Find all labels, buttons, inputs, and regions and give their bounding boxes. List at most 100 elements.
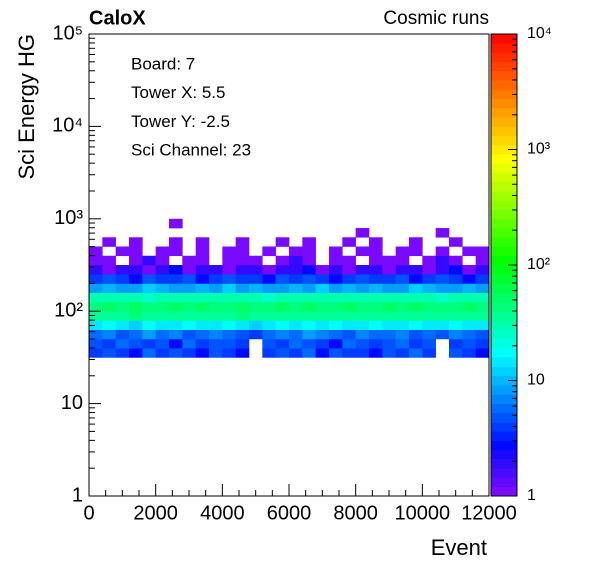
heatmap-cell	[302, 255, 316, 266]
heatmap-cell	[355, 348, 370, 358]
heatmap-cell	[382, 348, 396, 358]
heatmap-cell	[222, 311, 236, 321]
heatmap-cell	[275, 301, 290, 312]
heatmap-cell	[449, 320, 463, 330]
heatmap-cell	[462, 292, 476, 303]
heatmap-cell	[182, 348, 196, 358]
colorbar-band	[491, 255, 517, 266]
heatmap-cell	[155, 301, 170, 312]
heatmap-cell	[369, 338, 383, 349]
heatmap-cell	[235, 292, 250, 303]
heatmap-cell	[209, 283, 223, 294]
heatmap-cell	[422, 311, 436, 321]
heatmap-cell	[315, 292, 330, 303]
heatmap-cell	[369, 246, 383, 257]
colorbar-band	[491, 459, 517, 469]
heatmap-cell	[222, 265, 236, 275]
heatmap-cell	[395, 292, 410, 303]
colorbar-band	[491, 412, 517, 423]
heatmap-cell	[395, 329, 410, 340]
heatmap-cell	[422, 265, 436, 275]
heatmap-cell	[422, 348, 436, 358]
heatmap-cell	[422, 274, 436, 284]
heatmap-cell	[329, 246, 343, 257]
heatmap-cell	[369, 274, 383, 284]
heatmap-cell	[315, 329, 330, 340]
y-tick-label: 10	[61, 392, 83, 414]
heatmap-cell	[449, 283, 463, 294]
heatmap-cell	[355, 311, 370, 321]
heatmap-cell	[382, 311, 396, 321]
heatmap-cell	[262, 265, 276, 275]
heatmap-cell	[289, 283, 303, 294]
heatmap-cell	[369, 292, 383, 303]
heatmap-cell	[329, 311, 343, 321]
heatmap-cell	[329, 320, 343, 330]
colorbar-band	[491, 34, 517, 44]
heatmap-cell	[102, 348, 116, 358]
heatmap-cell	[342, 265, 356, 275]
heatmap-cell	[129, 329, 143, 340]
annotation: Sci Channel: 23	[131, 141, 251, 160]
heatmap-cell	[395, 348, 410, 358]
heatmap-cell	[422, 283, 436, 294]
heatmap-cell	[462, 283, 476, 294]
heatmap-cell	[275, 255, 290, 266]
heatmap-cell	[329, 329, 343, 340]
heatmap-cell	[355, 292, 370, 303]
heatmap-cell	[182, 283, 196, 294]
heatmap-cell	[475, 320, 490, 330]
x-tick-label: 10000	[395, 502, 451, 524]
heatmap-cell	[209, 329, 223, 340]
heatmap-cell	[382, 338, 396, 349]
colorbar-band	[491, 348, 517, 358]
heatmap-cell	[355, 265, 370, 275]
heatmap-cell	[329, 255, 343, 266]
heatmap-cell	[369, 255, 383, 266]
heatmap-cell	[395, 255, 410, 266]
colorbar-band	[491, 135, 517, 146]
heatmap-cell	[329, 283, 343, 294]
heatmap-cell	[475, 292, 490, 303]
heatmap-cell	[249, 255, 263, 266]
heatmap-cell	[195, 348, 210, 358]
heatmap-cell	[369, 301, 383, 312]
heatmap-cell	[302, 329, 316, 340]
heatmap-cell	[89, 274, 103, 284]
heatmap-cell	[302, 348, 316, 358]
heatmap-cell	[129, 292, 143, 303]
heatmap-cell	[315, 320, 330, 330]
heatmap-cell	[275, 292, 290, 303]
chart-title: CaloX	[89, 7, 146, 29]
colorbar-band	[491, 357, 517, 367]
colorbar-band	[491, 218, 517, 229]
heatmap-cell	[142, 320, 156, 330]
colorbar-band	[491, 338, 517, 349]
heatmap-cell	[409, 237, 423, 247]
heatmap-cell	[289, 311, 303, 321]
heatmap-cell	[129, 348, 143, 358]
heatmap-cell	[262, 274, 276, 284]
colorbar-band	[491, 200, 517, 210]
heatmap-cell	[142, 265, 156, 275]
heatmap-cell	[409, 329, 423, 340]
heatmap-cell	[195, 311, 210, 321]
heatmap-cell	[235, 274, 250, 284]
colorbar-band	[491, 98, 517, 109]
heatmap-cell	[102, 283, 116, 294]
heatmap-cell	[369, 329, 383, 340]
heatmap-cell	[302, 311, 316, 321]
heatmap-cell	[462, 329, 476, 340]
colorbar-band	[491, 52, 517, 63]
x-tick-label: 8000	[333, 502, 378, 524]
heatmap-cell	[102, 292, 116, 303]
heatmap-cell	[382, 292, 396, 303]
heatmap-cell	[369, 237, 383, 247]
heatmap-cell	[275, 320, 290, 330]
heatmap-cell	[235, 283, 250, 294]
heatmap-cell	[155, 311, 170, 321]
heatmap-cell	[155, 292, 170, 303]
heatmap-cell	[449, 274, 463, 284]
heatmap-cell	[302, 246, 316, 257]
colorbar-tick-label: 10⁴	[527, 25, 552, 42]
